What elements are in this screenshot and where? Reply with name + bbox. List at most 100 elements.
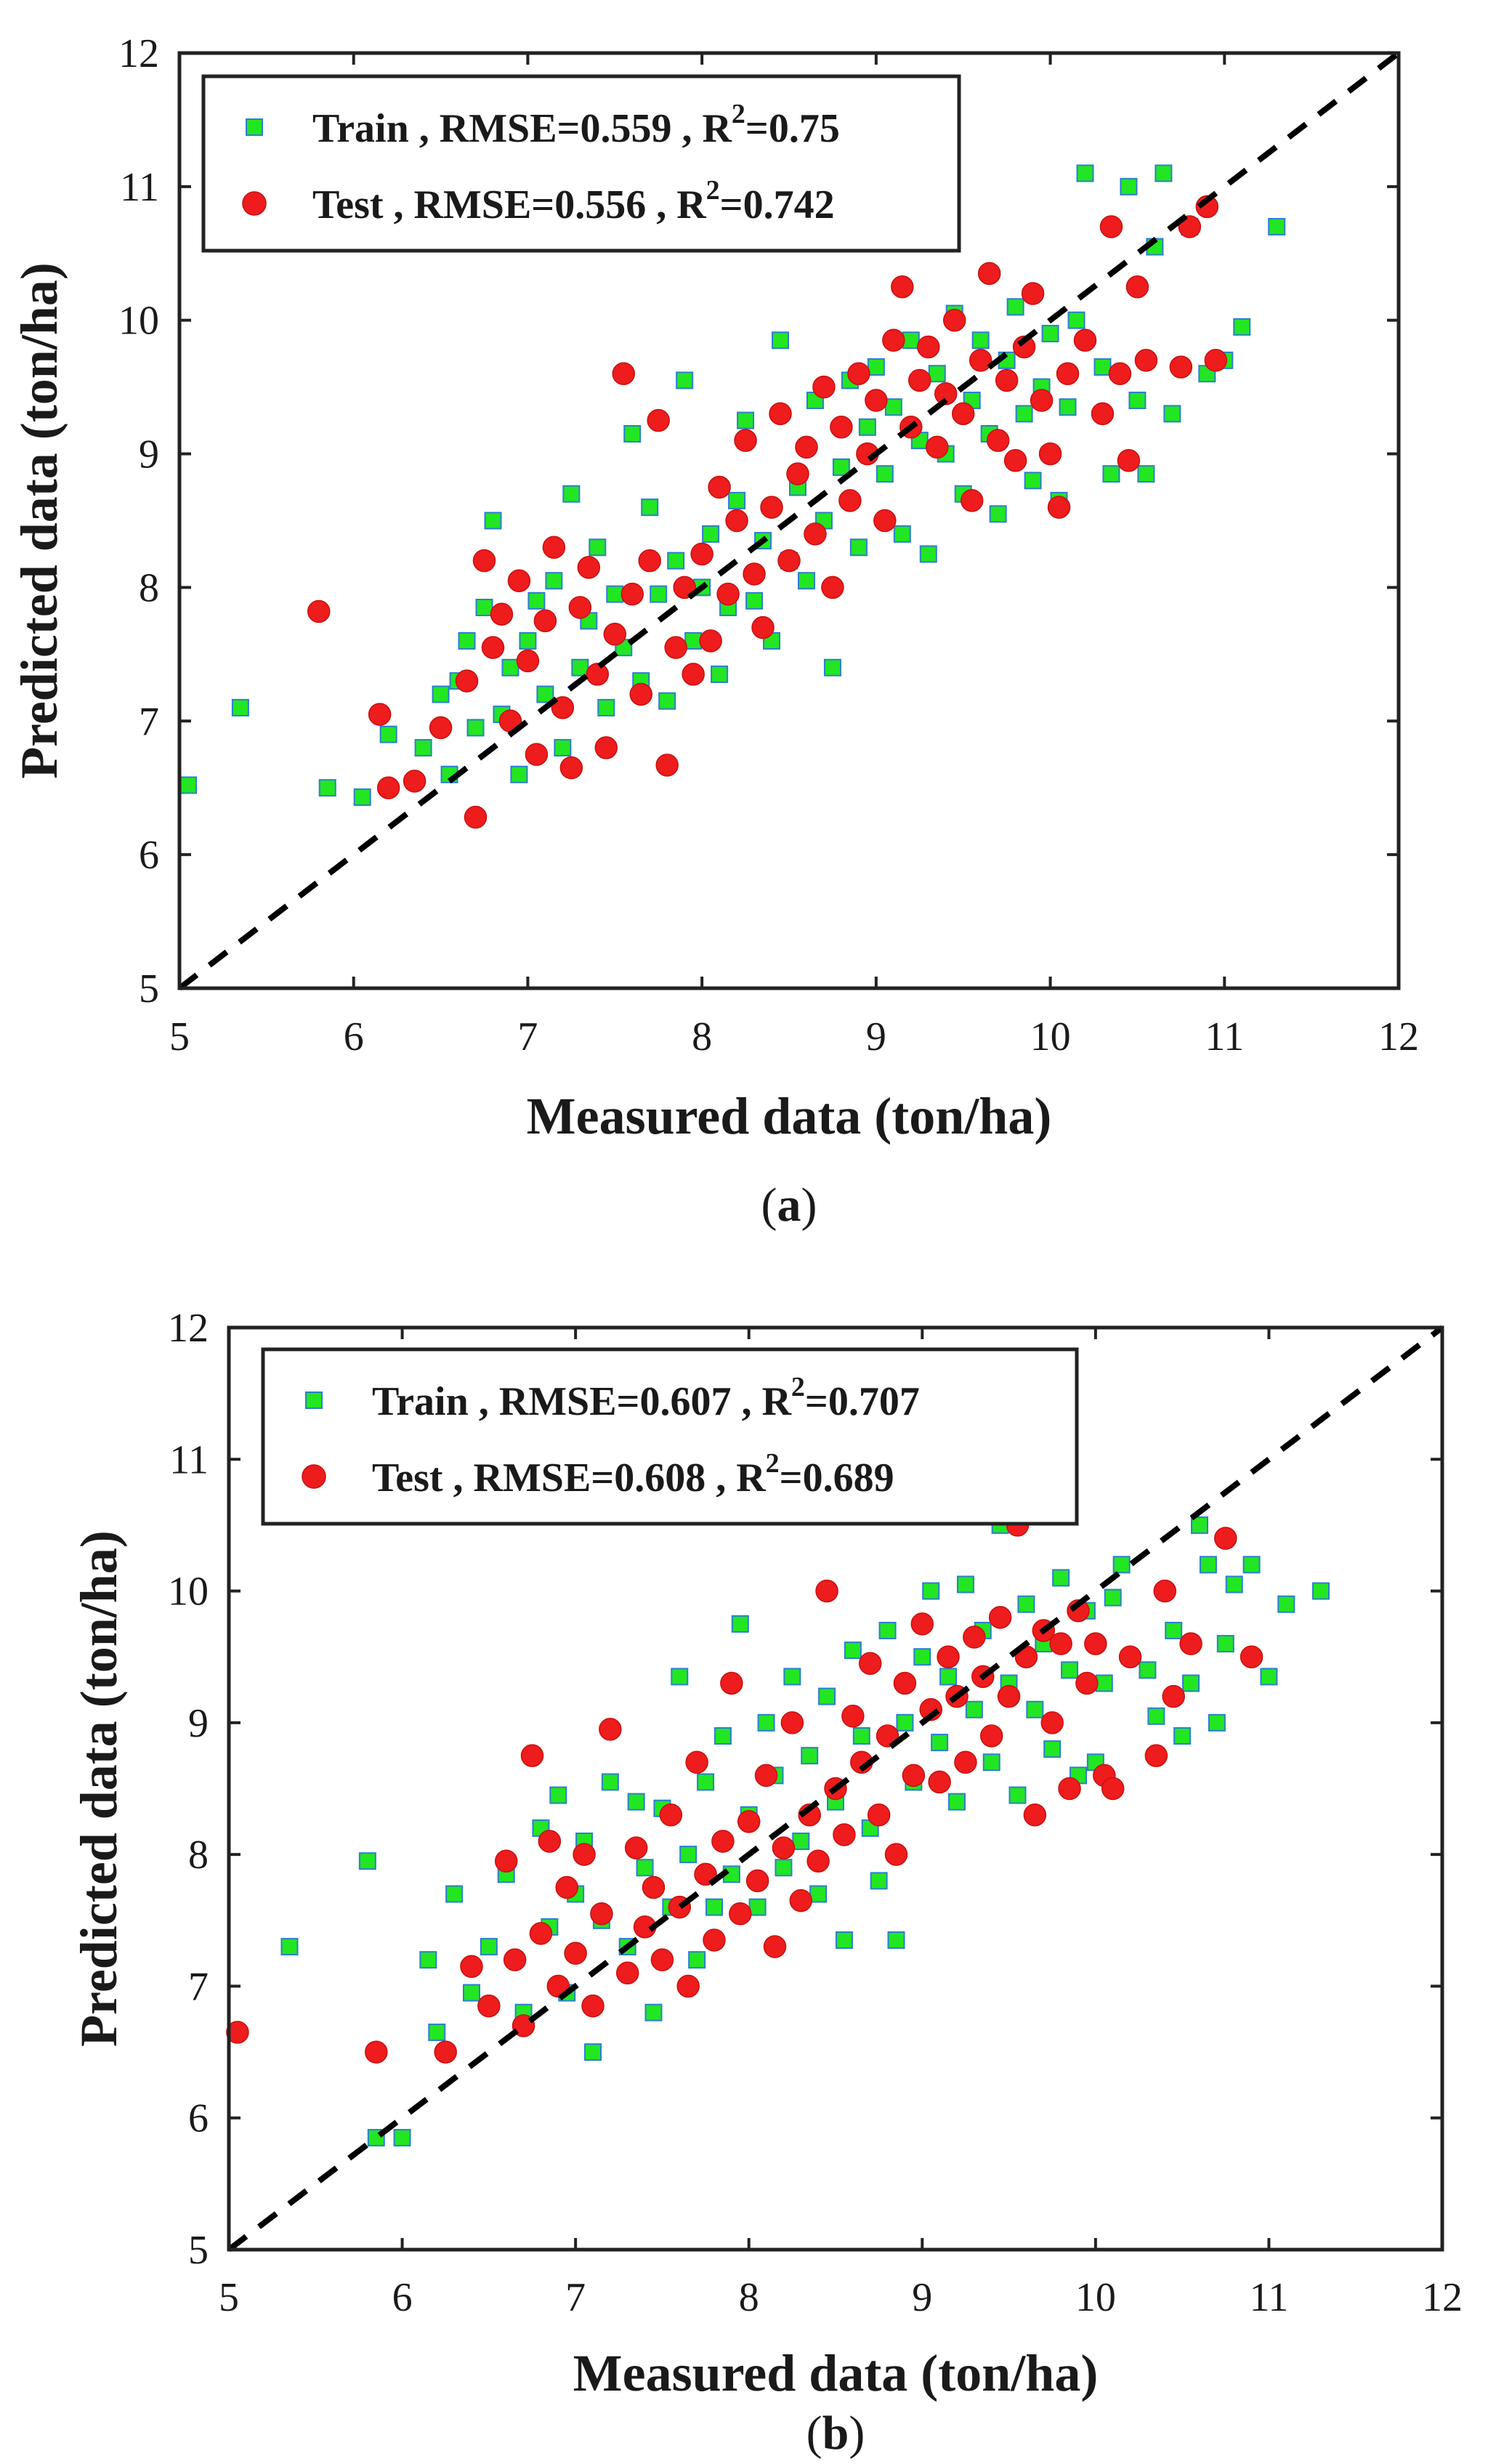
y-tick-label: 9: [139, 432, 159, 477]
train-point: [318, 779, 336, 797]
train-point: [1163, 405, 1181, 423]
test-point: [647, 408, 670, 432]
test-point: [1040, 1711, 1064, 1734]
train-point: [852, 1726, 870, 1745]
test-point: [716, 582, 740, 606]
train-point: [1120, 177, 1138, 195]
test-point: [659, 1803, 683, 1827]
train-point: [939, 1668, 958, 1686]
y-tick-label: 5: [188, 2228, 209, 2273]
test-point: [624, 1836, 648, 1859]
test-point: [737, 1810, 761, 1833]
train-point: [1216, 1635, 1234, 1653]
train-point: [1104, 1588, 1122, 1607]
train-point: [353, 788, 371, 807]
train-point: [1182, 1674, 1200, 1692]
test-point: [676, 1974, 700, 1998]
test-point: [847, 362, 870, 386]
caption-open-paren: (: [806, 2407, 822, 2460]
test-point: [1021, 282, 1045, 305]
test-point: [1153, 1579, 1177, 1603]
test-point: [472, 549, 496, 573]
one-to-one-reference-line: [227, 1325, 1444, 2253]
train-point: [527, 591, 546, 610]
test-point: [1056, 362, 1080, 386]
caption-open-paren: (: [761, 1179, 777, 1232]
train-point: [896, 1713, 914, 1732]
test-point: [1204, 349, 1228, 372]
legend-entry-test: Test , RMSE=0.556 , R2=0.742: [312, 175, 835, 227]
train-point: [818, 1687, 836, 1705]
test-point: [711, 1830, 735, 1853]
train-point: [571, 658, 589, 676]
train-point: [641, 498, 659, 517]
y-tick-label: 7: [139, 699, 159, 744]
train-point: [835, 1931, 853, 1949]
test-point: [937, 1645, 960, 1668]
test-point: [226, 2021, 249, 2044]
x-tick-label: 7: [565, 2275, 586, 2320]
train-point: [428, 2023, 446, 2041]
legend-test-marker: [302, 1464, 326, 1489]
train-point: [792, 1833, 810, 1851]
test-point: [815, 1579, 838, 1603]
train-point: [849, 538, 868, 557]
test-point: [555, 1875, 578, 1899]
test-point: [1075, 1671, 1099, 1695]
test-point: [830, 416, 853, 439]
test-point: [685, 1750, 708, 1774]
train-point: [832, 458, 850, 476]
test-point: [720, 1671, 743, 1695]
y-tick-label: 9: [188, 1701, 209, 1746]
test-point: [838, 489, 862, 512]
test-point: [891, 275, 914, 299]
train-point: [893, 525, 911, 543]
test-point: [1091, 402, 1115, 426]
test-point: [725, 509, 748, 533]
test-point: [642, 1875, 666, 1899]
legend-label: Train , RMSE=0.607 , R: [372, 1379, 791, 1424]
test-point: [858, 1652, 882, 1676]
legend-entry-train: Train , RMSE=0.559 , R2=0.75: [312, 99, 840, 151]
test-point: [934, 382, 958, 405]
test-point: [772, 1836, 796, 1859]
train-point: [549, 1786, 567, 1804]
legend-exponent: 2: [791, 1372, 805, 1402]
train-point: [772, 331, 790, 350]
train-point: [1268, 218, 1286, 236]
train-point: [902, 331, 920, 350]
test-point: [708, 475, 731, 499]
train-point: [989, 505, 1007, 523]
test-point: [804, 522, 827, 546]
test-point: [1214, 1527, 1237, 1550]
test-point: [612, 362, 636, 386]
train-point: [965, 1700, 983, 1718]
test-point: [1134, 349, 1158, 372]
test-point: [703, 1928, 726, 1952]
train-point: [1017, 1595, 1035, 1613]
train-point: [419, 1951, 437, 1969]
series-test: [307, 195, 1228, 829]
train-point: [501, 658, 519, 676]
y-tick-label: 11: [169, 1437, 209, 1482]
train-point: [597, 698, 615, 716]
train-point: [783, 1668, 801, 1686]
test-point: [769, 402, 792, 426]
legend-label: Test , RMSE=0.556 , R: [312, 182, 706, 227]
test-point: [754, 1764, 778, 1788]
train-point: [510, 765, 528, 783]
test-point: [812, 375, 836, 399]
train-point: [1008, 1786, 1027, 1804]
train-point: [1024, 472, 1042, 490]
test-point: [568, 596, 592, 619]
train-point: [884, 398, 902, 416]
train-point: [1015, 405, 1033, 423]
test-point: [477, 1994, 501, 2018]
train-point: [627, 1793, 645, 1811]
test-point: [573, 1843, 596, 1866]
x-tick-label: 8: [692, 1014, 712, 1059]
test-point: [507, 569, 531, 592]
test-point: [620, 582, 644, 606]
train-point: [876, 465, 894, 483]
train-point: [1095, 1674, 1113, 1692]
